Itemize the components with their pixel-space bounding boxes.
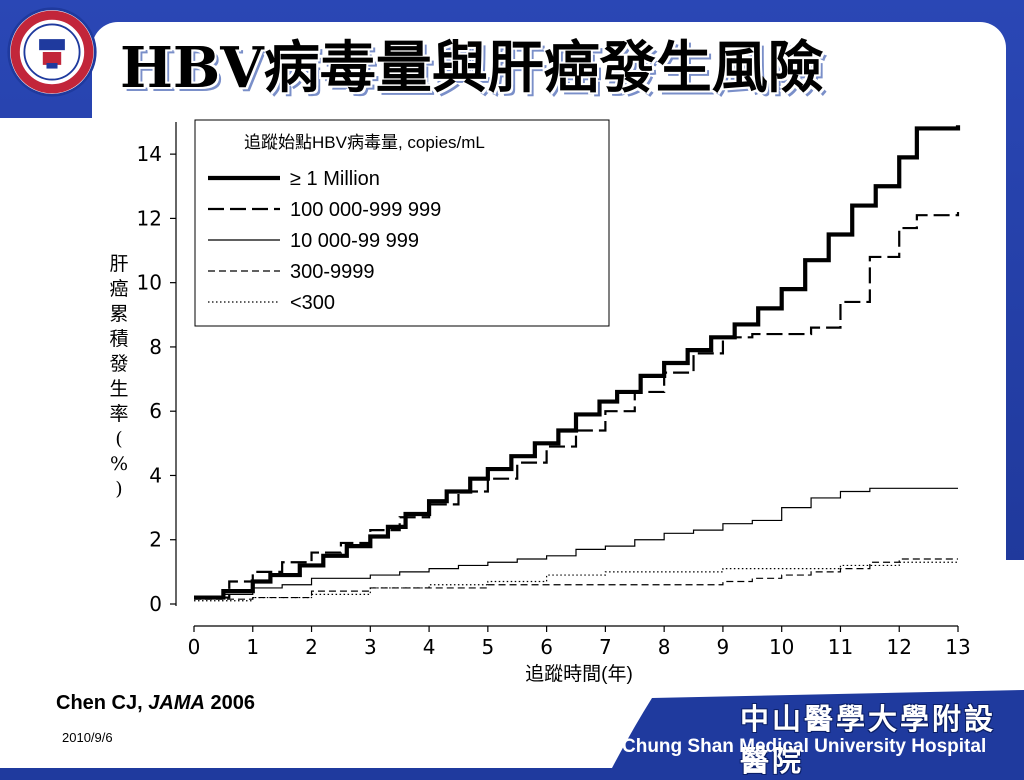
series-line-3 [194, 558, 958, 600]
legend-label-0: ≥ 1 Million [290, 168, 380, 190]
y-axis-label-glyph: ( [115, 428, 122, 450]
x-tick-label: 0 [188, 635, 201, 659]
x-tick-label: 8 [658, 635, 671, 659]
y-axis-label-glyph: 生 [109, 378, 128, 400]
y-axis-label-glyph: 發 [109, 353, 128, 375]
hospital-name-english: Chung Shan Medical University Hospital [622, 736, 987, 757]
y-tick-label: 12 [137, 206, 162, 230]
slide-title: HBV病毒量與肝癌發生風險 [120, 35, 824, 101]
citation-year: 2006 [204, 692, 255, 714]
citation: Chen CJ, JAMA 2006 [56, 692, 255, 715]
x-tick-label: 11 [828, 635, 853, 659]
y-axis-label-glyph: ) [115, 478, 122, 500]
x-tick-label: 1 [246, 635, 259, 659]
chart-series [194, 125, 961, 602]
citation-author: Chen CJ, [56, 692, 149, 714]
university-seal-icon [7, 7, 97, 97]
legend-label-3: 300-9999 [290, 261, 375, 283]
slide-date: 2010/9/6 [62, 730, 113, 745]
x-tick-label: 10 [769, 635, 794, 659]
legend-label-2: 10 000-99 999 [290, 230, 419, 252]
legend-title: 追蹤始點HBV病毒量, copies/mL [244, 133, 485, 152]
hospital-banner [612, 690, 1024, 768]
legend-label-4: <300 [290, 292, 335, 314]
y-tick-label: 6 [149, 399, 162, 423]
y-tick-label: 10 [137, 271, 162, 295]
x-axis-label: 追蹤時間(年) [525, 663, 633, 685]
x-tick-label: 9 [717, 635, 730, 659]
y-axis-label-glyph: 肝 [109, 253, 128, 275]
x-tick-label: 2 [305, 635, 318, 659]
x-tick-label: 7 [599, 635, 612, 659]
series-line-2 [194, 487, 958, 599]
y-axis-label-glyph: % [110, 453, 128, 475]
y-tick-label: 8 [149, 335, 162, 359]
series-line-0 [194, 125, 961, 600]
y-tick-label: 2 [149, 528, 162, 552]
y-axis-label-glyph: 積 [109, 328, 128, 350]
y-tick-label: 4 [149, 463, 162, 487]
x-tick-label: 13 [945, 635, 970, 659]
citation-journal: JAMA [148, 692, 205, 714]
legend-label-1: 100 000-999 999 [290, 199, 441, 221]
x-tick-label: 4 [423, 635, 436, 659]
x-tick-label: 5 [481, 635, 494, 659]
series-line-1 [194, 211, 960, 599]
legend-frame [194, 119, 610, 327]
x-tick-label: 6 [540, 635, 553, 659]
y-tick-label: 0 [149, 592, 162, 616]
y-tick-label: 14 [137, 142, 162, 166]
y-axis-label-glyph: 累 [109, 303, 128, 325]
y-axis-label-glyph: 率 [109, 403, 128, 425]
y-axis-label-glyph: 癌 [109, 278, 128, 300]
series-line-4 [194, 561, 958, 602]
x-tick-label: 3 [364, 635, 377, 659]
x-tick-label: 12 [887, 635, 912, 659]
chart-legend: 追蹤始點HBV病毒量, copies/mL ≥ 1 Million 100 000-… [194, 119, 610, 327]
